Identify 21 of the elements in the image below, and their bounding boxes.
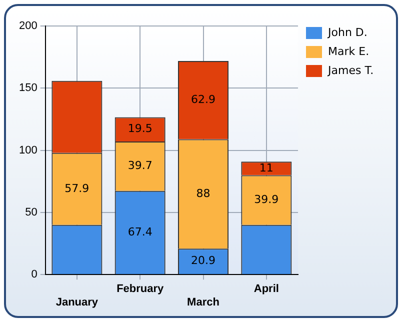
y-tick-label: 200 bbox=[18, 20, 38, 32]
legend-label: Mark E. bbox=[328, 45, 370, 58]
legend-label: James T. bbox=[328, 64, 374, 77]
data-label: 39.9 bbox=[254, 192, 279, 206]
y-tick-label: 150 bbox=[18, 82, 38, 94]
y-tick-label: 50 bbox=[25, 206, 38, 218]
data-label: 19.5 bbox=[128, 122, 152, 136]
x-tick-label: February bbox=[116, 283, 165, 296]
y-tick-label: 100 bbox=[18, 144, 38, 156]
data-label: 11 bbox=[259, 161, 274, 174]
data-label: 39.7 bbox=[128, 159, 152, 172]
x-tick-label: January bbox=[56, 296, 99, 308]
data-label: 62.9 bbox=[191, 93, 216, 106]
x-tick-label: March bbox=[187, 296, 220, 308]
data-label: 88 bbox=[196, 186, 210, 200]
data-label: 57.9 bbox=[64, 182, 90, 195]
y-tick-label: 0 bbox=[31, 268, 38, 281]
data-label: 20.9 bbox=[191, 254, 216, 268]
x-tick-label: April bbox=[254, 283, 279, 296]
data-label: 67.4 bbox=[128, 225, 152, 238]
legend-label: John D. bbox=[328, 26, 368, 39]
